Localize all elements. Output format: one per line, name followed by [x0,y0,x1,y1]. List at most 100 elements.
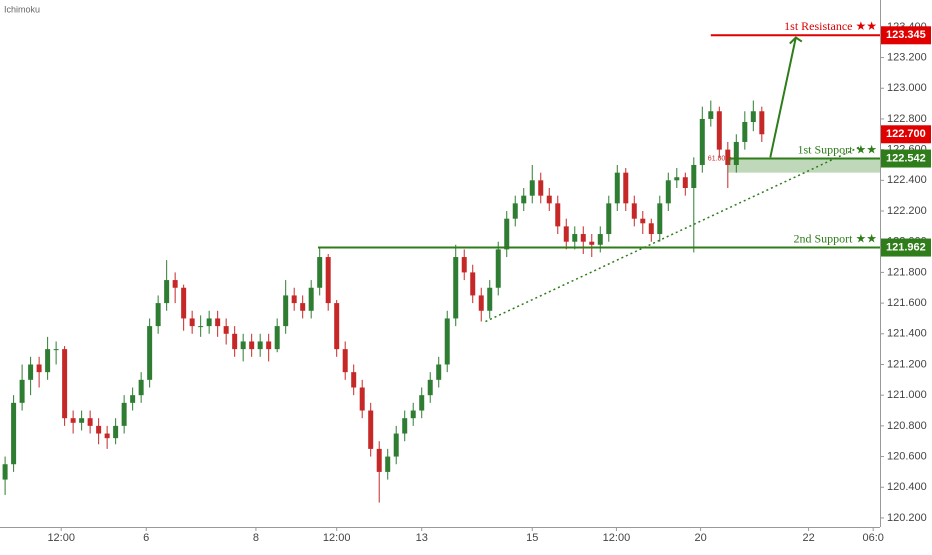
level-price-label: 123.345 [886,29,926,41]
candle-body [699,118,705,165]
candle-body [87,418,93,426]
candle-body [45,349,51,373]
candle-body [266,341,272,350]
candle-body [504,218,510,250]
y-tick-label: 121.200 [887,358,927,370]
candle-body [580,234,586,242]
candle-body [393,433,399,457]
candle-body [436,364,442,380]
level-price-box [881,26,931,45]
x-tick-label: 12:00 [323,532,351,544]
candle-body [198,326,204,328]
candle-body [232,333,238,350]
candle-body [300,303,306,311]
level-name: 1st Resistance ★★ [784,19,877,33]
candle-body [563,226,569,242]
candle-body [147,326,153,380]
candle-body [325,257,331,304]
target-arrow [769,36,803,158]
candle-body [257,341,263,350]
candle-body [691,164,697,188]
x-tick-label: 06:0 [862,532,883,544]
candle-body [138,379,144,396]
candle-body [750,111,756,123]
candle-body [682,177,688,188]
candle-body [274,326,280,350]
y-tick-label: 121.800 [887,266,927,278]
candle-body [640,218,646,224]
candle-body [453,257,459,319]
candle-body [733,141,739,165]
candle-body [70,418,76,423]
level-name: 1st Support ★★ [797,142,877,156]
candle-body [215,318,221,327]
candle-body [342,349,348,373]
candle-body [461,257,467,273]
candle-body [725,149,731,165]
candle-body [104,433,110,439]
candle-body [606,203,612,235]
candle-body [597,234,603,245]
candle-body [79,418,85,423]
candle-body [249,341,255,350]
candle-body [478,295,484,311]
candle-body [308,287,314,311]
candle-body [291,295,297,304]
candle-body [189,318,195,327]
x-tick-label: 6 [143,532,149,544]
candle-body [419,395,425,411]
candle-body [402,418,408,434]
candle-body [351,372,357,388]
candle-body [470,272,476,296]
candle-body [96,425,102,434]
candle-body [368,410,374,449]
y-tick-label: 121.000 [887,389,927,401]
candle-body [487,287,493,311]
candle-body [521,195,527,204]
candle-body [665,180,671,204]
candle-body [223,326,229,334]
candle-body [716,111,722,150]
candle-body [181,287,187,319]
candle-body [28,364,34,380]
candle-body [538,180,544,196]
candle-body [359,387,365,411]
candle-body [529,180,535,196]
y-tick-label: 120.800 [887,420,927,432]
y-tick-label: 122.800 [887,113,927,125]
y-tick-label: 120.400 [887,481,927,493]
y-tick-label: 121.600 [887,297,927,309]
support-zone [727,158,880,173]
candle-body [589,241,595,245]
candle-body [512,203,518,219]
y-tick-label: 122.400 [887,174,927,186]
x-tick-label: 8 [253,532,259,544]
trendline [485,145,861,323]
x-tick-label: 22 [802,532,814,544]
last-price-label: 122.700 [886,128,926,140]
y-tick-label: 121.400 [887,328,927,340]
candle-body [742,122,748,142]
candle-body [657,203,663,235]
y-tick-label: 123.000 [887,82,927,94]
candle-body [155,303,161,327]
candle-body [164,280,170,304]
candle-body [495,249,501,288]
candle-body [11,402,17,465]
level-price-box [881,149,931,168]
x-tick-label: 12:00 [47,532,75,544]
candle-body [62,349,68,419]
candle-body [130,395,136,403]
candle-body [2,464,8,480]
candle-body [546,195,552,204]
candle-body [206,318,212,327]
y-tick-label: 120.600 [887,450,927,462]
x-tick-label: 12:00 [603,532,631,544]
candle-body [172,280,178,288]
level-price-label: 122.542 [886,152,926,164]
candle-body [410,410,416,419]
level-price-box [881,238,931,257]
x-tick-label: 20 [694,532,706,544]
candle-body [648,223,654,235]
